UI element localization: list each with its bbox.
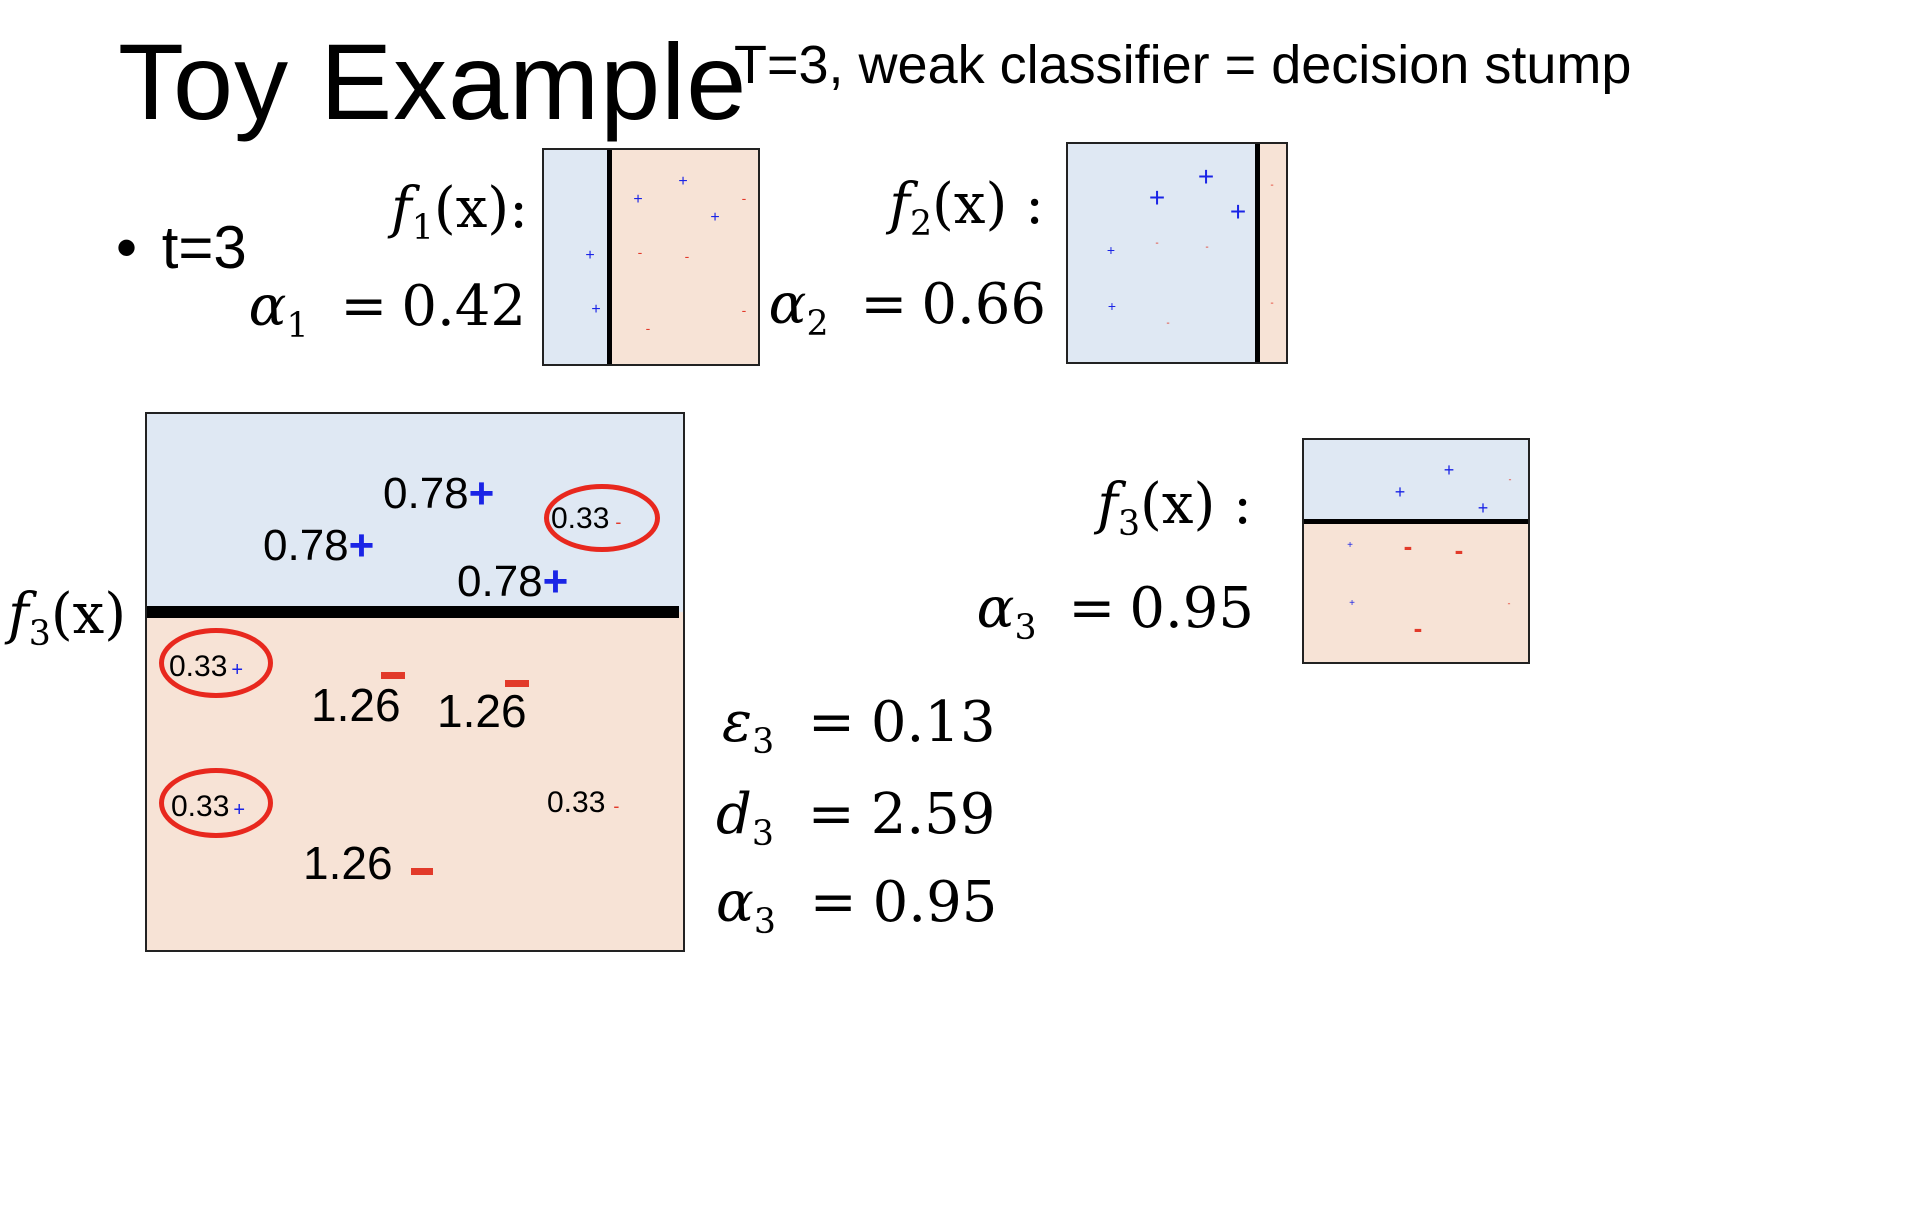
- f1-stump-panel: + + + + + - - - - -: [542, 148, 760, 366]
- epsilon3-stat: ε3 = 0.13: [722, 690, 996, 763]
- f2-stump-panel: + + + + + - - - - -: [1066, 142, 1288, 364]
- f1-point: -: [741, 190, 747, 206]
- f1-point: -: [684, 248, 690, 264]
- f3-point: +: [1477, 498, 1489, 518]
- f3-point: -: [1403, 531, 1413, 561]
- f2-point: +: [1148, 182, 1166, 213]
- f3-point: +: [1443, 460, 1455, 480]
- weighted-point: 0.78+: [383, 469, 495, 518]
- main-decision-boundary: [147, 606, 679, 618]
- weighted-point: 0.78+: [457, 557, 569, 606]
- main-boundary-label: f3(x): [8, 582, 127, 655]
- alpha3-label: α3 = 0.95: [976, 576, 1254, 649]
- alpha3-stat: α3 = 0.95: [716, 870, 998, 943]
- f3-stump-panel: + + + - + - - + - -: [1302, 438, 1530, 664]
- f2-point: -: [1270, 298, 1274, 309]
- f3-label: f3(x) :: [1097, 472, 1252, 545]
- f3-positive-region: [1304, 440, 1528, 522]
- f2-point: +: [1107, 298, 1117, 314]
- bullet-iteration: • t=3: [116, 218, 247, 278]
- f3-point: -: [1454, 535, 1464, 565]
- f2-point: +: [1197, 161, 1215, 192]
- negative-marker: [505, 680, 529, 687]
- f1-positive-region: [544, 150, 610, 364]
- f3-point: +: [1394, 482, 1406, 502]
- weighted-point: 1.26: [311, 679, 401, 731]
- f2-decision-boundary: [1255, 144, 1260, 362]
- f3-point: -: [1413, 613, 1423, 643]
- f2-point: +: [1229, 196, 1247, 227]
- weighted-point: 1.26: [437, 685, 527, 737]
- f1-point: +: [585, 247, 595, 264]
- f2-point: -: [1155, 238, 1159, 249]
- f3-point: +: [1347, 540, 1353, 551]
- f3-decision-boundary: [1304, 519, 1528, 524]
- weighted-point: 0.33-: [547, 786, 620, 819]
- bullet-label: t=3: [161, 214, 247, 281]
- f1-point: +: [678, 173, 688, 190]
- negative-marker: [381, 672, 405, 679]
- f2-point: -: [1166, 318, 1170, 329]
- f2-point: -: [1270, 180, 1274, 191]
- f1-decision-boundary: [607, 150, 612, 364]
- main-weighted-panel: 0.78+ 0.78+ 0.78+ 0.33- 0.33 + 1.26 1.26 …: [145, 412, 685, 952]
- f1-point: +: [633, 191, 643, 208]
- f1-point: -: [645, 320, 651, 336]
- f2-positive-region: [1068, 144, 1258, 362]
- misclassified-highlight: [159, 628, 273, 698]
- f3-point: -: [1507, 598, 1511, 609]
- f1-point: -: [637, 244, 643, 260]
- alpha2-label: α2 = 0.66: [768, 272, 1046, 345]
- f1-label: f1(x):: [391, 176, 528, 249]
- f1-negative-region: [610, 150, 758, 364]
- f2-negative-region: [1258, 144, 1286, 362]
- f2-label: f2(x) :: [889, 172, 1044, 245]
- bullet-dot: •: [116, 214, 138, 281]
- f2-point: +: [1106, 242, 1116, 258]
- misclassified-highlight: [544, 484, 660, 552]
- page-subtitle: T=3, weak classifier = decision stump: [734, 35, 1632, 95]
- d3-stat: d3 = 2.59: [716, 782, 996, 855]
- page-title: Toy Example: [118, 21, 748, 142]
- weighted-point: 0.78+: [263, 521, 375, 570]
- misclassified-highlight: [159, 768, 273, 838]
- f3-point: +: [1349, 598, 1355, 609]
- f1-point: -: [741, 302, 747, 318]
- weighted-point: 1.26: [303, 837, 393, 889]
- f1-point: +: [591, 301, 601, 318]
- f1-point: +: [710, 209, 720, 226]
- f3-negative-region: [1304, 522, 1528, 662]
- alpha1-label: α1 = 0.42: [248, 274, 526, 347]
- f3-point: -: [1508, 474, 1512, 485]
- negative-marker: [411, 868, 433, 875]
- f2-point: -: [1205, 242, 1209, 253]
